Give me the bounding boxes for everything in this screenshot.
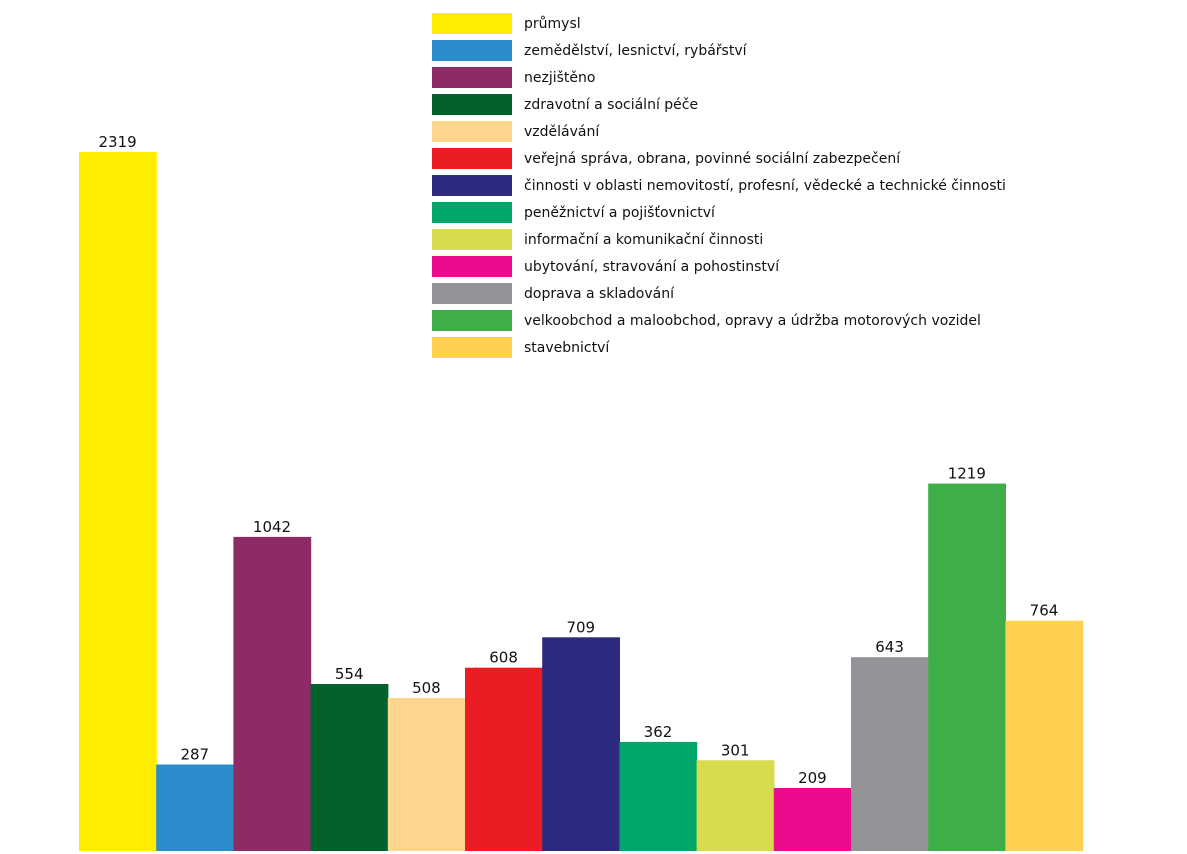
bar-11 — [851, 657, 929, 851]
legend-label: zemědělství, lesnictví, rybářství — [524, 42, 747, 59]
legend-item-12: velkoobchod a maloobchod, opravy a údržb… — [432, 307, 1006, 334]
legend-item-7: činnosti v oblasti nemovitostí, profesní… — [432, 172, 1006, 199]
legend-label: doprava a skladování — [524, 285, 674, 302]
legend-swatch — [432, 121, 512, 142]
legend-swatch — [432, 67, 512, 88]
legend-item-9: informační a komunikační činnosti — [432, 226, 1006, 253]
legend-label: informační a komunikační činnosti — [524, 231, 764, 248]
bar-10 — [773, 788, 852, 851]
bar-value-label-1: 2319 — [99, 133, 137, 151]
bar-8 — [619, 741, 698, 851]
legend-swatch — [432, 148, 512, 169]
bar-value-label-3: 1042 — [253, 518, 291, 536]
legend-label: nezjištěno — [524, 69, 596, 86]
legend-label: veřejná správa, obrana, povinné sociální… — [524, 150, 901, 167]
legend-label: činnosti v oblasti nemovitostí, profesní… — [524, 177, 1006, 194]
legend-label: peněžnictví a pojišťovnictví — [524, 204, 715, 221]
legend-item-11: doprava a skladování — [432, 280, 1006, 307]
bar-value-label-2: 287 — [180, 746, 209, 764]
bar-value-label-13: 764 — [1030, 602, 1059, 620]
legend-swatch — [432, 40, 512, 61]
bar-value-label-10: 209 — [798, 769, 827, 787]
legend-swatch — [432, 310, 512, 331]
bar-value-label-5: 508 — [412, 679, 441, 697]
legend-label: vzdělávání — [524, 123, 600, 140]
bar-2 — [156, 764, 234, 851]
legend-swatch — [432, 94, 512, 115]
bar-value-label-9: 301 — [721, 741, 750, 759]
bar-value-label-6: 608 — [489, 649, 518, 667]
legend-item-1: průmysl — [432, 10, 1006, 37]
bar-7 — [542, 637, 620, 851]
legend-label: zdravotní a sociální péče — [524, 96, 699, 113]
legend-swatch — [432, 337, 512, 358]
legend-item-4: zdravotní a sociální péče — [432, 91, 1006, 118]
legend-swatch — [432, 229, 512, 250]
legend-swatch — [432, 175, 512, 196]
bar-value-label-8: 362 — [644, 723, 673, 741]
bar-4 — [310, 684, 389, 851]
legend-swatch — [432, 13, 512, 34]
legend-item-13: stavebnictví — [432, 334, 1006, 361]
bar-value-label-7: 709 — [566, 618, 595, 636]
bar-13 — [1005, 620, 1084, 851]
bar-9 — [696, 760, 775, 851]
legend-label: ubytování, stravování a pohostinství — [524, 258, 780, 275]
legend-swatch — [432, 283, 512, 304]
legend-item-8: peněžnictví a pojišťovnictví — [432, 199, 1006, 226]
legend-label: průmysl — [524, 15, 581, 32]
bar-6 — [465, 667, 543, 851]
bar-value-label-4: 554 — [335, 665, 364, 683]
legend-item-5: vzdělávání — [432, 118, 1006, 145]
bar-12 — [928, 483, 1006, 851]
legend-swatch — [432, 202, 512, 223]
legend-item-3: nezjištěno — [432, 64, 1006, 91]
legend-label: velkoobchod a maloobchod, opravy a údržb… — [524, 312, 981, 329]
bar-value-label-12: 1219 — [948, 465, 986, 483]
legend-item-6: veřejná správa, obrana, povinné sociální… — [432, 145, 1006, 172]
bar-3 — [233, 536, 312, 851]
bar-1 — [79, 152, 157, 851]
legend-item-10: ubytování, stravování a pohostinství — [432, 253, 1006, 280]
legend-item-2: zemědělství, lesnictví, rybářství — [432, 37, 1006, 64]
legend: průmysl zemědělství, lesnictví, rybářství… — [432, 10, 1006, 361]
legend-label: stavebnictví — [524, 339, 610, 356]
bar-5 — [387, 697, 466, 851]
bar-value-label-11: 643 — [875, 638, 904, 656]
legend-swatch — [432, 256, 512, 277]
